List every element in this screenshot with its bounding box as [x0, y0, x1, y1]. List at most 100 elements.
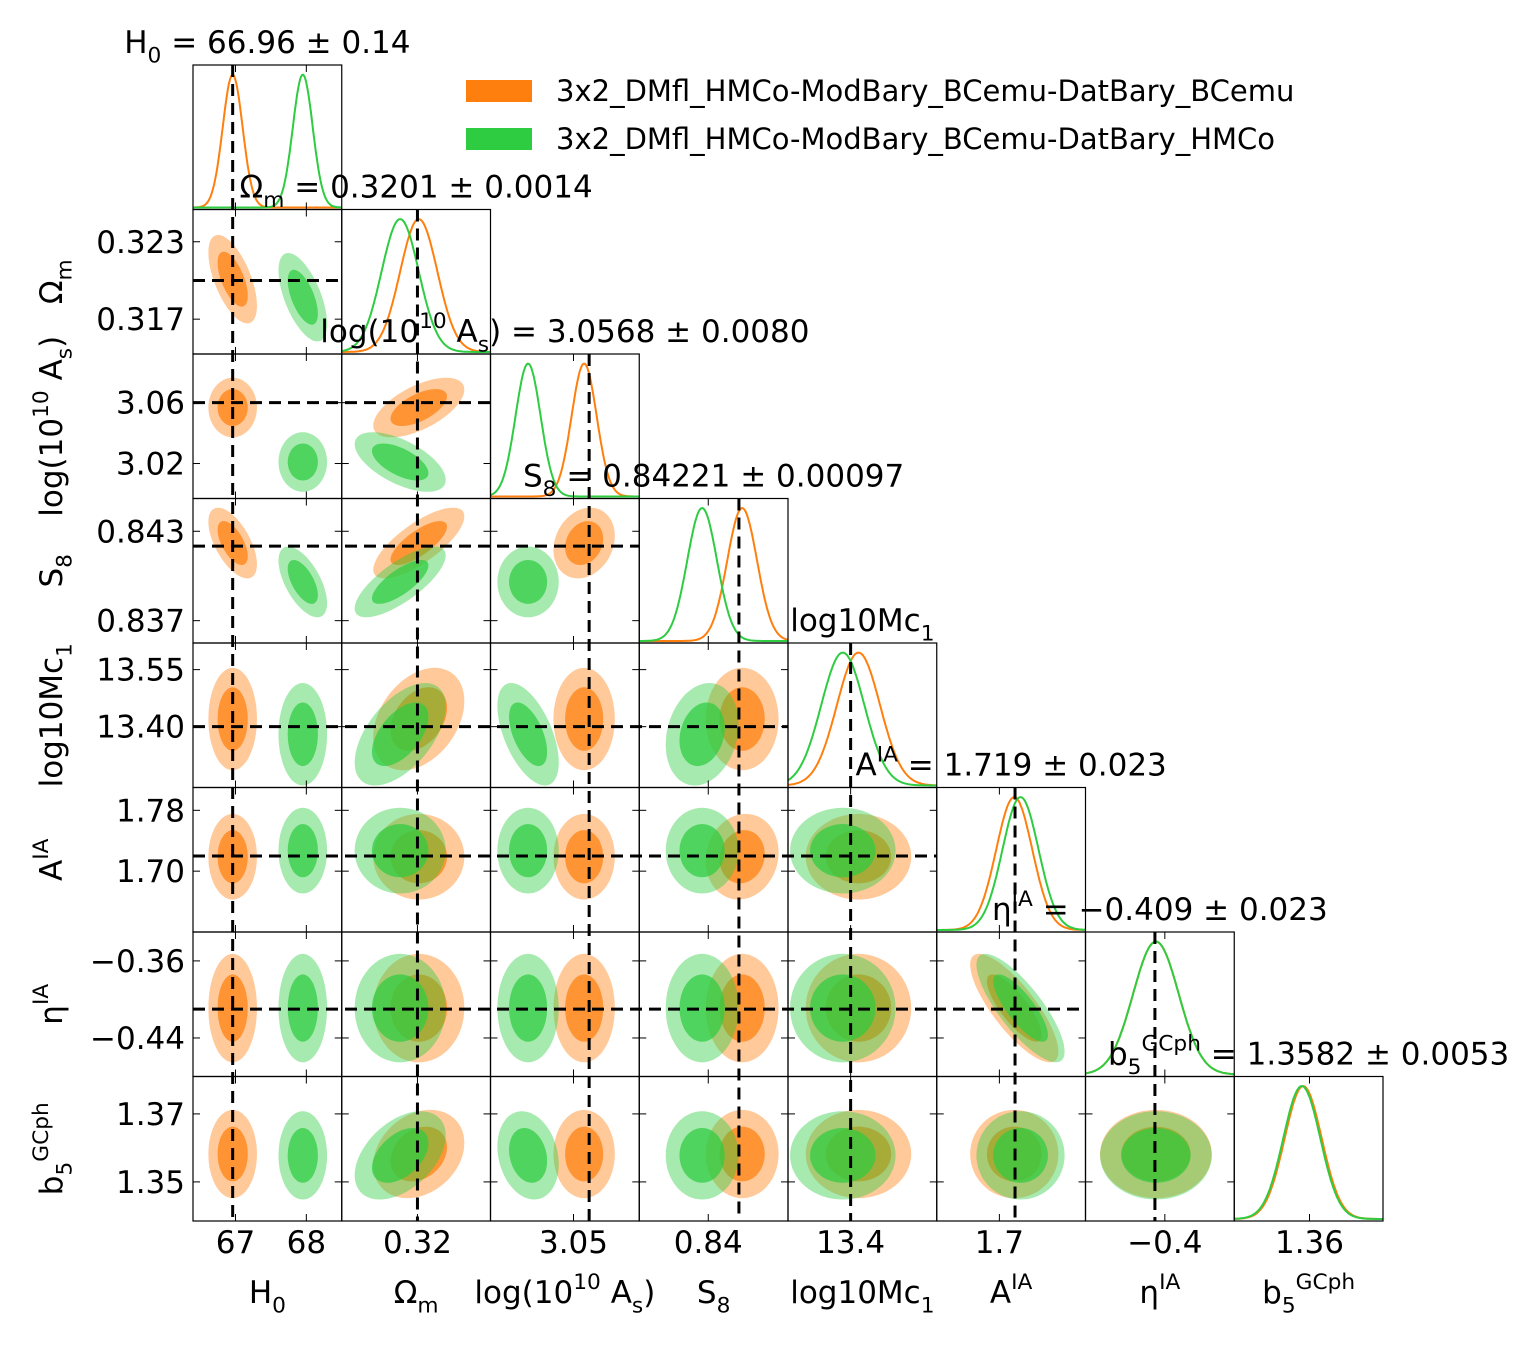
contour-68-b5-eta-green	[1121, 1128, 1191, 1183]
y-axis-label-As: log(1010 As)	[29, 336, 77, 517]
contour-68-b5-H0-green	[287, 1128, 318, 1183]
panel-H0-H0	[193, 73, 342, 209]
panel-S8-As	[497, 507, 615, 618]
legend-label-1: 3x2_DMfl_HMCo-ModBary_BCemu-DatBary_BCem…	[556, 74, 1294, 108]
contour-68-Mc-H0-green	[287, 702, 318, 767]
x-tick-label-S8: 0.84	[674, 1225, 743, 1261]
contour-68-AIA-Mc-green	[810, 824, 876, 878]
contour-68-AIA-Om-green	[371, 824, 429, 878]
contour-68-eta-S8-green	[679, 974, 725, 1042]
panel-eta-eta	[1085, 940, 1235, 1076]
marginal-b5-orange	[1234, 1085, 1383, 1220]
marginal-AIA-green	[936, 796, 1086, 931]
x-axis-label-H0: H0	[249, 1275, 286, 1318]
y-tick-label-eta: −0.36	[90, 944, 185, 980]
y-tick-label-As: 3.02	[116, 447, 185, 483]
x-axis-label-b5: b5GCph	[1262, 1270, 1355, 1318]
x-axis-label-Om: Ωm	[394, 1275, 439, 1318]
x-axis-label-AIA: AIA	[990, 1270, 1033, 1311]
contour-68-AIA-As-green	[509, 824, 548, 878]
x-tick-label-H0: 68	[287, 1225, 326, 1261]
y-axis-label-S8: S8	[34, 554, 77, 588]
contour-68-As-Om-green	[371, 443, 429, 481]
contour-layer	[193, 73, 1383, 1220]
y-tick-label-eta: −0.44	[90, 1021, 185, 1057]
marginal-Mc-orange	[788, 651, 937, 787]
panel-S8-S8	[639, 507, 788, 642]
legend-label-2: 3x2_DMfl_HMCo-ModBary_BCemu-DatBary_HMCo	[556, 122, 1275, 156]
y-axis-label-b5: b5GCph	[29, 1102, 77, 1195]
panel-b5-H0	[208, 1109, 328, 1200]
y-tick-label-b5: 1.35	[116, 1165, 185, 1201]
y-tick-label-S8: 0.837	[96, 604, 185, 640]
panel-Mc-Om	[354, 667, 465, 786]
contour-68-Mc-As-green	[509, 702, 548, 767]
marginal-S8-green	[639, 507, 788, 642]
contour-68-S8-As-green	[509, 560, 548, 604]
marginal-S8-orange	[639, 507, 788, 642]
marginal-b5-green	[1234, 1085, 1383, 1220]
panel-Mc-As	[497, 667, 615, 786]
marginal-eta-green	[1085, 940, 1235, 1076]
x-axis-label-As: log(1010 As)	[474, 1270, 655, 1318]
x-tick-label-Mc: 13.4	[816, 1225, 885, 1261]
panel-b5-Mc	[790, 1109, 912, 1200]
panel-eta-Om	[354, 953, 465, 1063]
panel-AIA-S8	[665, 807, 779, 900]
contour-68-b5-AIA-green	[993, 1128, 1048, 1183]
contour-68-b5-Mc-green	[810, 1128, 876, 1183]
x-tick-label-b5: 1.36	[1275, 1225, 1344, 1261]
contour-68-eta-H0-green	[287, 974, 318, 1042]
contour-68-eta-As-green	[509, 974, 548, 1042]
y-tick-label-b5: 1.37	[116, 1097, 185, 1133]
y-tick-label-AIA: 1.70	[116, 854, 185, 890]
y-axis-label-Om: Ωm	[34, 259, 77, 304]
contour-68-eta-Om-green	[371, 974, 429, 1042]
x-axis-label-eta: ηIA	[1139, 1270, 1180, 1311]
panel-AIA-As	[497, 807, 615, 900]
contour-68-AIA-S8-green	[679, 824, 725, 878]
frame-layer	[192, 64, 1384, 1222]
title-AIA: AIA = 1.719 ± 0.023	[855, 743, 1166, 784]
panel-AIA-AIA	[936, 796, 1086, 931]
contour-68-b5-S8-green	[679, 1128, 725, 1183]
contour-68-eta-S8-orange	[719, 974, 765, 1042]
contour-68-AIA-H0-green	[287, 824, 318, 878]
x-tick-label-H0: 67	[216, 1225, 255, 1261]
contour-68-S8-Om-green	[371, 560, 429, 604]
y-tick-label-Om: 0.317	[96, 302, 185, 338]
y-tick-label-S8: 0.843	[96, 514, 185, 550]
y-tick-label-Mc: 13.40	[96, 710, 185, 746]
y-tick-label-As: 3.06	[116, 386, 185, 422]
panel-Mc-Mc	[788, 651, 937, 787]
panel-AIA-Om	[354, 807, 465, 900]
panel-AIA-H0	[208, 807, 328, 900]
legend-swatch-2	[466, 128, 532, 150]
contour-68-b5-S8-orange	[719, 1126, 765, 1182]
panel-As-H0	[208, 377, 328, 492]
y-axis-label-Mc: log10Mc1	[34, 643, 77, 787]
panel-As-As	[490, 362, 640, 498]
y-axis-label-AIA: AIA	[29, 838, 70, 881]
title-Om: Ωm = 0.3201 ± 0.0014	[240, 170, 593, 213]
x-tick-label-Om: 0.32	[383, 1225, 452, 1261]
contour-68-S8-H0-green	[287, 560, 318, 604]
marginal-AIA-orange	[936, 796, 1086, 931]
panel-b5-As	[497, 1109, 615, 1200]
contour-68-Mc-S8-green	[679, 702, 725, 767]
x-tick-label-eta: −0.4	[1127, 1225, 1202, 1261]
panel-b5-S8	[665, 1109, 779, 1200]
panel-Om-H0	[208, 235, 328, 342]
contour-68-b5-As-orange	[565, 1126, 604, 1182]
panel-b5-b5	[1234, 1085, 1383, 1220]
contour-68-S8-As-orange	[565, 521, 604, 565]
contour-68-b5-Om-green	[371, 1128, 429, 1183]
legend: 3x2_DMfl_HMCo-ModBary_BCemu-DatBary_BCem…	[466, 74, 1294, 156]
contour-68-Mc-S8-orange	[719, 687, 765, 751]
y-tick-label-Om: 0.323	[96, 225, 185, 261]
x-tick-label-As: 3.05	[539, 1225, 608, 1261]
panel-As-Om	[354, 377, 465, 492]
marginal-H0-green	[193, 73, 342, 209]
